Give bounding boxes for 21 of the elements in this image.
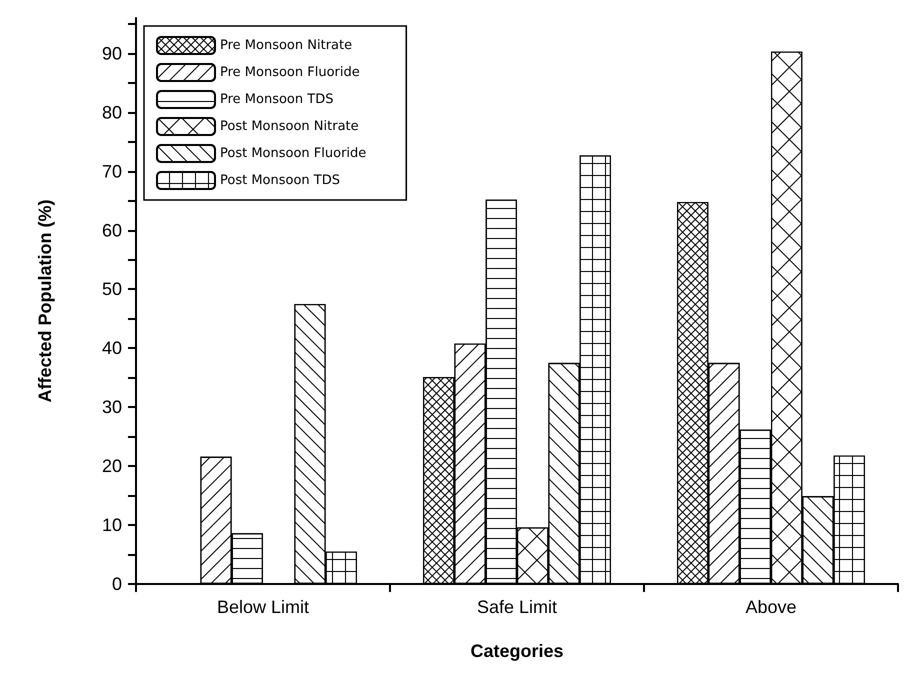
x-tick-label: Safe Limit bbox=[476, 597, 558, 617]
y-tick-label: 30 bbox=[102, 397, 122, 418]
y-tick-label: 60 bbox=[102, 220, 122, 240]
y-tick-label: 10 bbox=[102, 515, 122, 536]
legend-label: Pre Monsoon Fluoride bbox=[220, 65, 360, 80]
x-tick-label: Below Limit bbox=[216, 597, 310, 617]
legend-label: Post Monsoon Fluoride bbox=[220, 146, 366, 161]
y-tick-label: 90 bbox=[102, 43, 122, 64]
legend-label: Pre Monsoon Nitrate bbox=[220, 38, 352, 53]
y-tick-label: 80 bbox=[102, 102, 122, 122]
y-tick-label: 70 bbox=[102, 161, 122, 182]
y-tick-label: 20 bbox=[102, 456, 122, 476]
y-tick-label: 0 bbox=[112, 574, 122, 594]
legend-label: Pre Monsoon TDS bbox=[220, 92, 334, 107]
y-axis-title: Affected Population (%) bbox=[35, 200, 55, 402]
legend-label: Post Monsoon Nitrate bbox=[220, 119, 359, 134]
x-axis-title: Categories bbox=[470, 641, 564, 661]
legend-label: Post Monsoon TDS bbox=[220, 173, 340, 188]
y-tick-label: 50 bbox=[102, 279, 122, 300]
x-tick-label: Above bbox=[745, 597, 797, 617]
y-tick-label: 40 bbox=[102, 338, 122, 358]
